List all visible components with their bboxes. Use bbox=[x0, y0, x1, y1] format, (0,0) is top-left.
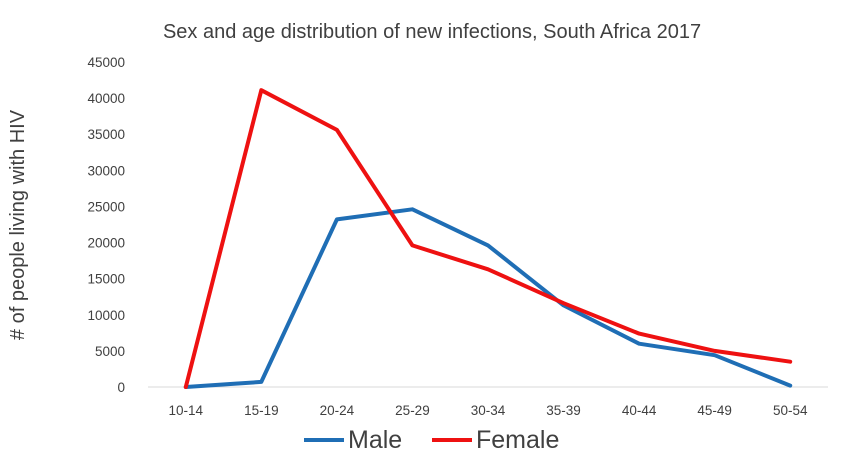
y-axis: 0 5000 10000 15000 20000 25000 30000 35000 40000… bbox=[87, 55, 125, 395]
y-tick-label: 25000 bbox=[87, 199, 125, 214]
y-tick-label: 10000 bbox=[87, 308, 125, 323]
y-tick-label: 0 bbox=[117, 380, 125, 395]
y-tick-label: 45000 bbox=[87, 55, 125, 70]
legend-label-female: Female bbox=[476, 426, 559, 454]
y-tick-label: 15000 bbox=[87, 272, 125, 287]
y-tick-label: 5000 bbox=[95, 344, 125, 359]
series-line-female bbox=[183, 88, 793, 389]
x-axis: 10-14 15-19 20-24 25-29 30-34 35-39 40-44 45-49… bbox=[169, 403, 808, 418]
x-tick-label: 50-54 bbox=[773, 403, 808, 418]
y-tick-label: 20000 bbox=[87, 236, 125, 251]
x-tick-label: 45-49 bbox=[697, 403, 732, 418]
x-tick-label: 15-19 bbox=[244, 403, 279, 418]
legend-label-male: Male bbox=[348, 426, 402, 454]
y-axis-label: # of people living with HIV bbox=[7, 109, 29, 340]
series-line-male bbox=[183, 207, 793, 389]
y-tick-label: 30000 bbox=[87, 163, 125, 178]
legend: Male Female bbox=[304, 426, 559, 454]
x-tick-label: 25-29 bbox=[395, 403, 430, 418]
x-tick-label: 40-44 bbox=[622, 403, 657, 418]
chart-title: Sex and age distribution of new infectio… bbox=[163, 21, 701, 43]
y-tick-label: 40000 bbox=[87, 91, 125, 106]
plot-area bbox=[183, 88, 793, 389]
x-tick-label: 20-24 bbox=[320, 403, 355, 418]
x-tick-label: 10-14 bbox=[169, 403, 204, 418]
x-tick-label: 35-39 bbox=[546, 403, 581, 418]
y-tick-label: 35000 bbox=[87, 127, 125, 142]
x-tick-label: 30-34 bbox=[471, 403, 506, 418]
